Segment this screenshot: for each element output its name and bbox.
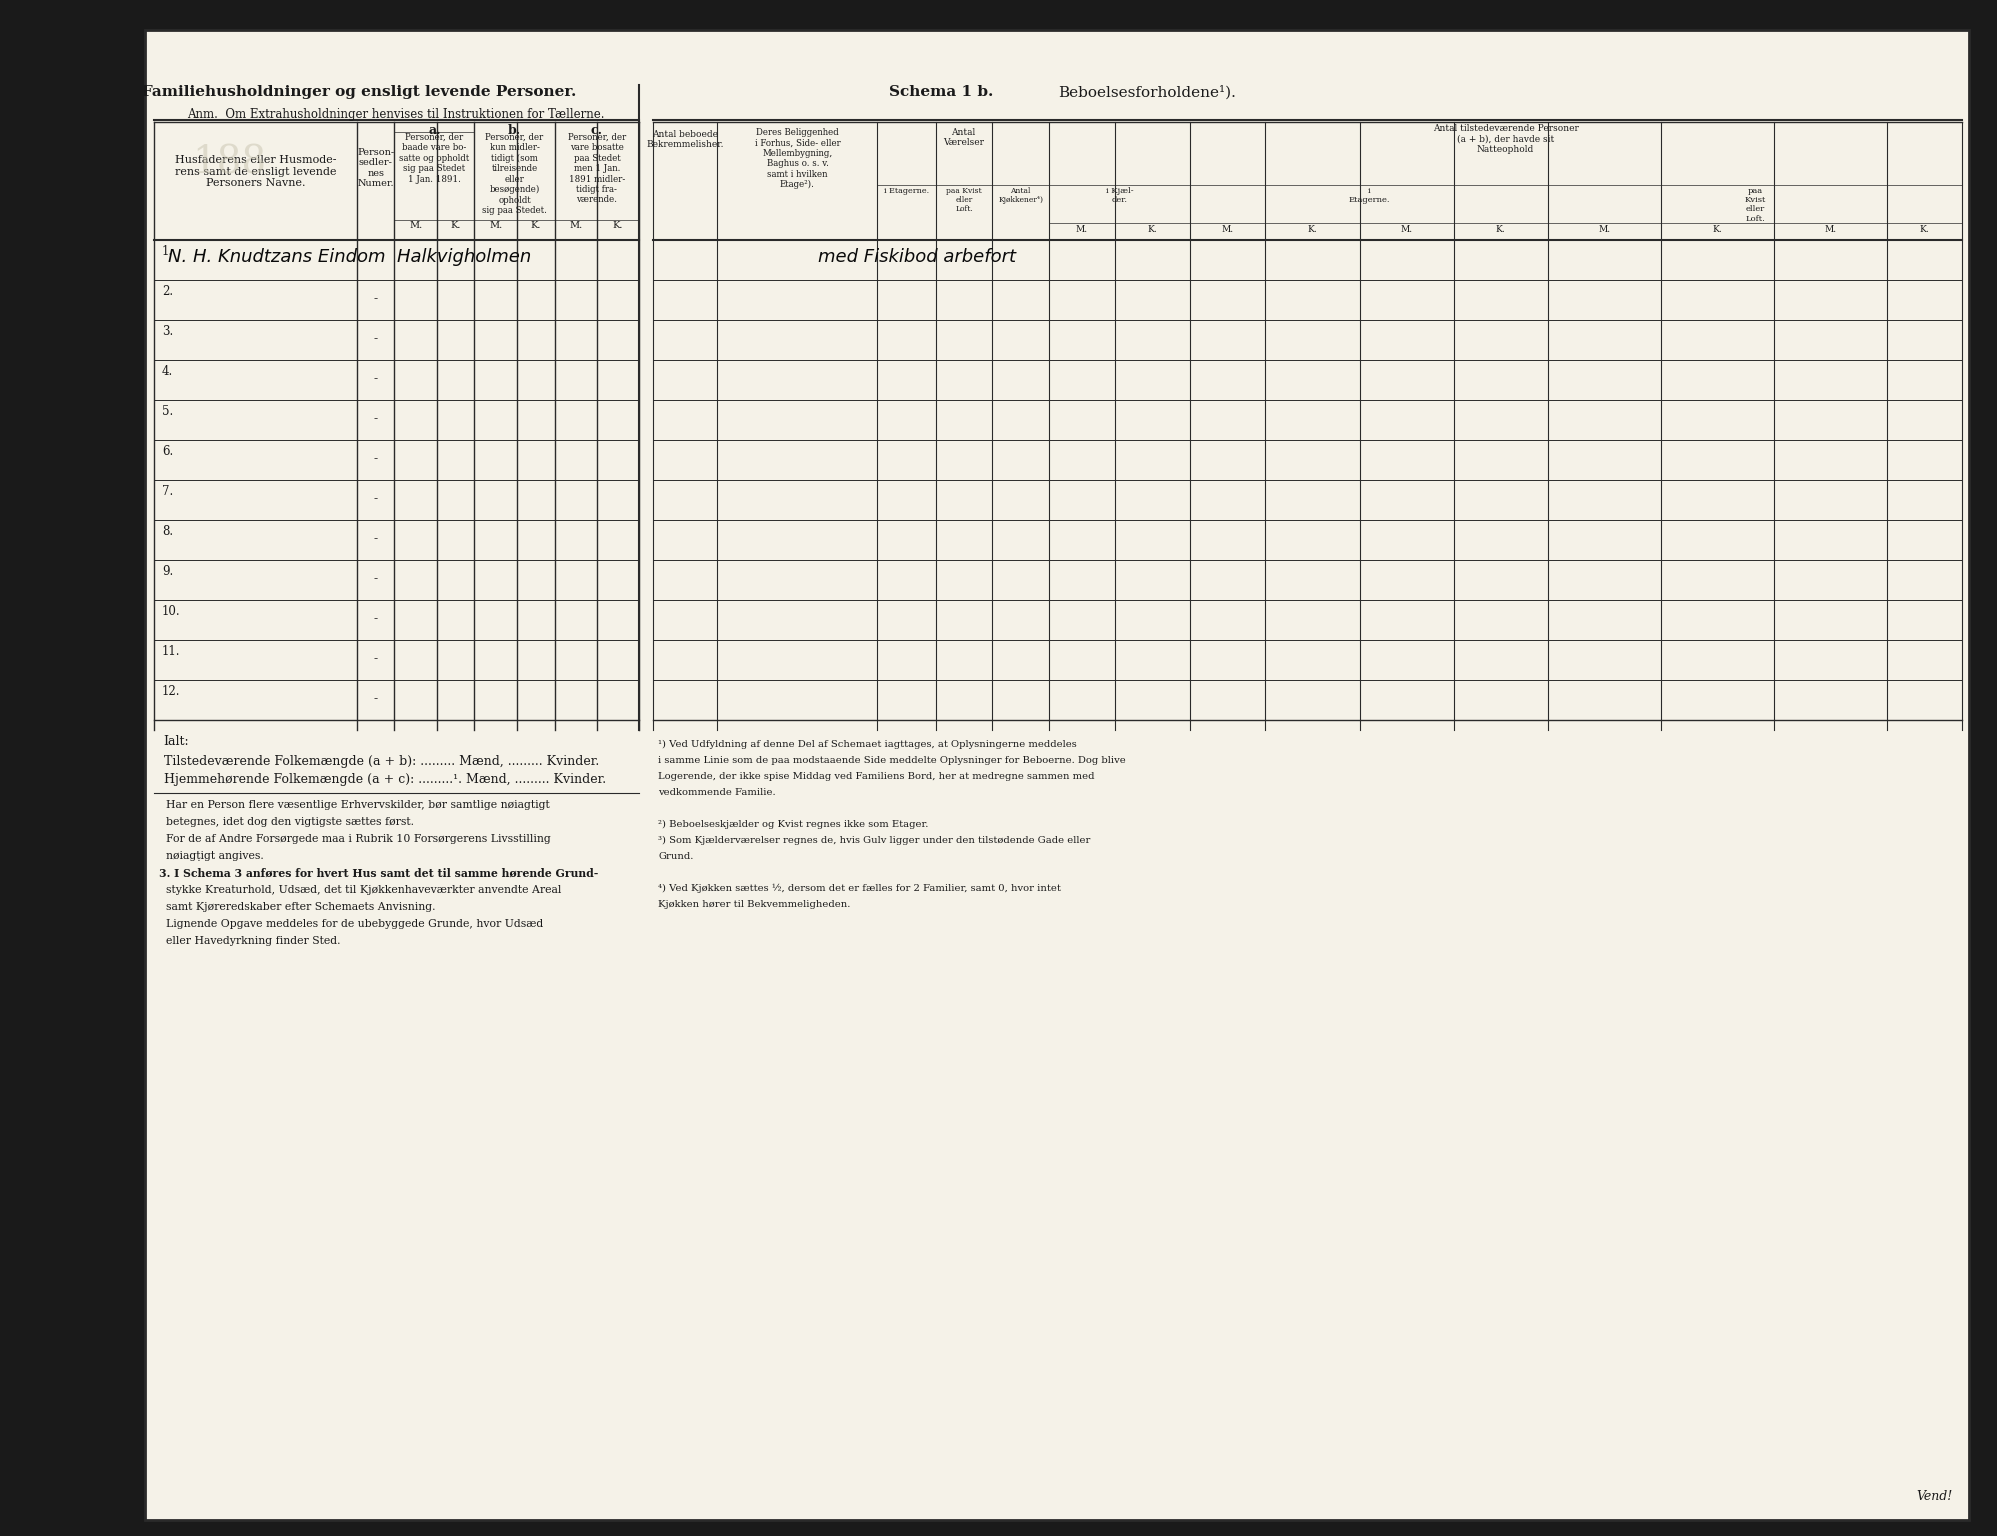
Text: 7.: 7. <box>162 485 174 498</box>
Text: K.: K. <box>1713 224 1721 233</box>
Text: M.: M. <box>1400 224 1412 233</box>
Text: ⁴) Ved Kjøkken sættes ½, dersom det er fælles for 2 Familier, samt 0, hvor intet: ⁴) Ved Kjøkken sættes ½, dersom det er f… <box>659 885 1060 894</box>
Text: ¹) Ved Udfyldning af denne Del af Schemaet iagttages, at Oplysningerne meddeles: ¹) Ved Udfyldning af denne Del af Schema… <box>659 740 1076 750</box>
Text: Personer, der
kun midler-
tidigt (som
tilreisende
eller
besøgende)
opholdt
sig p: Personer, der kun midler- tidigt (som ti… <box>481 134 547 215</box>
Text: Lignende Opgave meddeles for de ubebyggede Grunde, hvor Udsæd: Lignende Opgave meddeles for de ubebygge… <box>160 919 543 929</box>
Text: -: - <box>373 531 377 545</box>
Text: 9.: 9. <box>162 565 174 578</box>
Text: K.: K. <box>531 221 541 230</box>
Text: i
Etagerne.: i Etagerne. <box>1348 187 1390 204</box>
Text: K.: K. <box>1496 224 1506 233</box>
Text: Schema 1a.  Familiehusholdninger og ensligt levende Personer.: Schema 1a. Familiehusholdninger og ensli… <box>34 84 577 98</box>
Text: -: - <box>373 412 377 425</box>
Text: -: - <box>373 292 377 306</box>
Text: -: - <box>373 651 377 665</box>
Text: Antal tilstedeværende Personer
(a + b), der havde sit
Natteophold: Antal tilstedeværende Personer (a + b), … <box>1432 124 1578 154</box>
Text: 11.: 11. <box>162 645 180 657</box>
Text: 188: 188 <box>192 144 268 181</box>
Text: 2.: 2. <box>162 286 174 298</box>
Text: betegnes, idet dog den vigtigste sættes først.: betegnes, idet dog den vigtigste sættes … <box>160 817 413 826</box>
Text: Person-
sedler-
nes
Numer.: Person- sedler- nes Numer. <box>357 147 393 189</box>
Text: ²) Beboelseskjælder og Kvist regnes ikke som Etager.: ²) Beboelseskjælder og Kvist regnes ikke… <box>659 820 929 829</box>
Text: 6.: 6. <box>162 445 174 458</box>
Text: a.: a. <box>427 124 441 137</box>
Text: Kjøkken hører til Bekvemmeligheden.: Kjøkken hører til Bekvemmeligheden. <box>659 900 851 909</box>
Text: paa
Kvist
eller
Loft.: paa Kvist eller Loft. <box>1743 187 1765 223</box>
Text: i Kjæl-
der.: i Kjæl- der. <box>1106 187 1132 204</box>
Text: 12.: 12. <box>162 685 180 697</box>
Text: -: - <box>373 372 377 386</box>
Text: vedkommende Familie.: vedkommende Familie. <box>659 788 775 797</box>
FancyBboxPatch shape <box>146 31 1969 1521</box>
Text: -: - <box>373 693 377 705</box>
Text: M.: M. <box>1076 224 1088 233</box>
Text: K.: K. <box>613 221 623 230</box>
Text: samt Kjøreredskaber efter Schemaets Anvisning.: samt Kjøreredskaber efter Schemaets Anvi… <box>160 902 435 912</box>
Text: K.: K. <box>1308 224 1318 233</box>
Text: 10.: 10. <box>162 605 180 617</box>
Text: eller Havedyrkning finder Sted.: eller Havedyrkning finder Sted. <box>160 935 341 946</box>
Text: c.: c. <box>591 124 603 137</box>
Text: 5.: 5. <box>162 406 174 418</box>
Text: 3.: 3. <box>162 326 174 338</box>
Text: med Fiskibod arbefort: med Fiskibod arbefort <box>819 247 1016 266</box>
Text: Beboelsesforholdene¹).: Beboelsesforholdene¹). <box>1058 84 1236 100</box>
Text: nøiagṭigt angives.: nøiagṭigt angives. <box>160 851 264 862</box>
Text: -: - <box>373 611 377 625</box>
Text: M.: M. <box>489 221 503 230</box>
Text: -: - <box>373 571 377 585</box>
Text: stykke Kreaturhold, Udsæd, det til Kjøkkenhaveværkter anvendte Areal: stykke Kreaturhold, Udsæd, det til Kjøkk… <box>160 885 561 895</box>
Text: Personer, der
vare bosatte
paa Stedet
men 1 Jan.
1891 midler-
tidigt fra-
værend: Personer, der vare bosatte paa Stedet me… <box>567 134 625 204</box>
Text: Antal
Kjøkkener⁴): Antal Kjøkkener⁴) <box>998 187 1042 204</box>
Text: Har en Person flere væsentlige Erhvervskilder, bør samtlige nøiagtigt: Har en Person flere væsentlige Erhvervsk… <box>160 800 549 809</box>
Text: i samme Linie som de paa modstaaende Side meddelte Oplysninger for Beboerne. Dog: i samme Linie som de paa modstaaende Sid… <box>659 756 1126 765</box>
Text: M.: M. <box>1598 224 1610 233</box>
Text: 4.: 4. <box>162 366 174 378</box>
Text: Logerende, der ikke spise Middag ved Familiens Bord, her at medregne sammen med: Logerende, der ikke spise Middag ved Fam… <box>659 773 1094 780</box>
Text: M.: M. <box>1222 224 1234 233</box>
Text: Hjemmehørende Folkemængde (a + c): .........¹. Mænd, ......... Kvinder.: Hjemmehørende Folkemængde (a + c): .....… <box>164 773 605 786</box>
Text: Ialt:: Ialt: <box>164 736 190 748</box>
Text: M.: M. <box>1825 224 1837 233</box>
Text: K.: K. <box>451 221 461 230</box>
Text: 8.: 8. <box>162 525 174 538</box>
Text: Tilstedeværende Folkemængde (a + b): ......... Mænd, ......... Kvinder.: Tilstedeværende Folkemængde (a + b): ...… <box>164 756 599 768</box>
Text: M.: M. <box>569 221 583 230</box>
Text: ³) Som Kjælderværelser regnes de, hvis Gulv ligger under den tilstødende Gade el: ³) Som Kjælderværelser regnes de, hvis G… <box>659 836 1090 845</box>
Text: paa Kvist
eller
Loft.: paa Kvist eller Loft. <box>947 187 983 214</box>
Text: Anm.  Om Extrahusholdninger henvises til Instruktionen for Tællerne.: Anm. Om Extrahusholdninger henvises til … <box>188 108 605 121</box>
Text: -: - <box>373 492 377 505</box>
Text: Antal
Værelser: Antal Værelser <box>943 127 985 147</box>
Text: N. H. Knudtzans Eindom  Halkvigholmen: N. H. Knudtzans Eindom Halkvigholmen <box>168 247 531 266</box>
Text: 3. I Schema 3 anføres for hvert Hus samt det til samme hørende Grund-: 3. I Schema 3 anføres for hvert Hus samt… <box>160 868 599 879</box>
Text: K.: K. <box>1148 224 1158 233</box>
Text: i Etagerne.: i Etagerne. <box>885 187 929 195</box>
Text: Deres Beliggenhed
i Forhus, Side- eller
Mellembygning,
Baghus o. s. v.
samt i hv: Deres Beliggenhed i Forhus, Side- eller … <box>755 127 841 189</box>
Text: Grund.: Grund. <box>659 852 693 862</box>
Text: 1.: 1. <box>162 246 174 258</box>
Text: b.: b. <box>507 124 521 137</box>
Text: Antal beboede
Bekremmelisher.: Antal beboede Bekremmelisher. <box>647 131 725 149</box>
Text: Schema 1 b.: Schema 1 b. <box>889 84 993 98</box>
Text: Personer, der
baade vare bo-
satte og opholdt
sig paa Stedet
1 Jan. 1891.: Personer, der baade vare bo- satte og op… <box>399 134 469 184</box>
Text: M.: M. <box>409 221 421 230</box>
Text: -: - <box>373 452 377 465</box>
Text: Vend!: Vend! <box>1917 1490 1953 1504</box>
Text: K.: K. <box>1919 224 1929 233</box>
Text: For de af Andre Forsørgede maa i Rubrik 10 Forsørgerens Livsstilling: For de af Andre Forsørgede maa i Rubrik … <box>160 834 551 843</box>
Text: -: - <box>373 332 377 346</box>
Text: Husfaderens eller Husmode-
rens samt de ensligt levende
Personers Navne.: Husfaderens eller Husmode- rens samt de … <box>176 155 335 189</box>
